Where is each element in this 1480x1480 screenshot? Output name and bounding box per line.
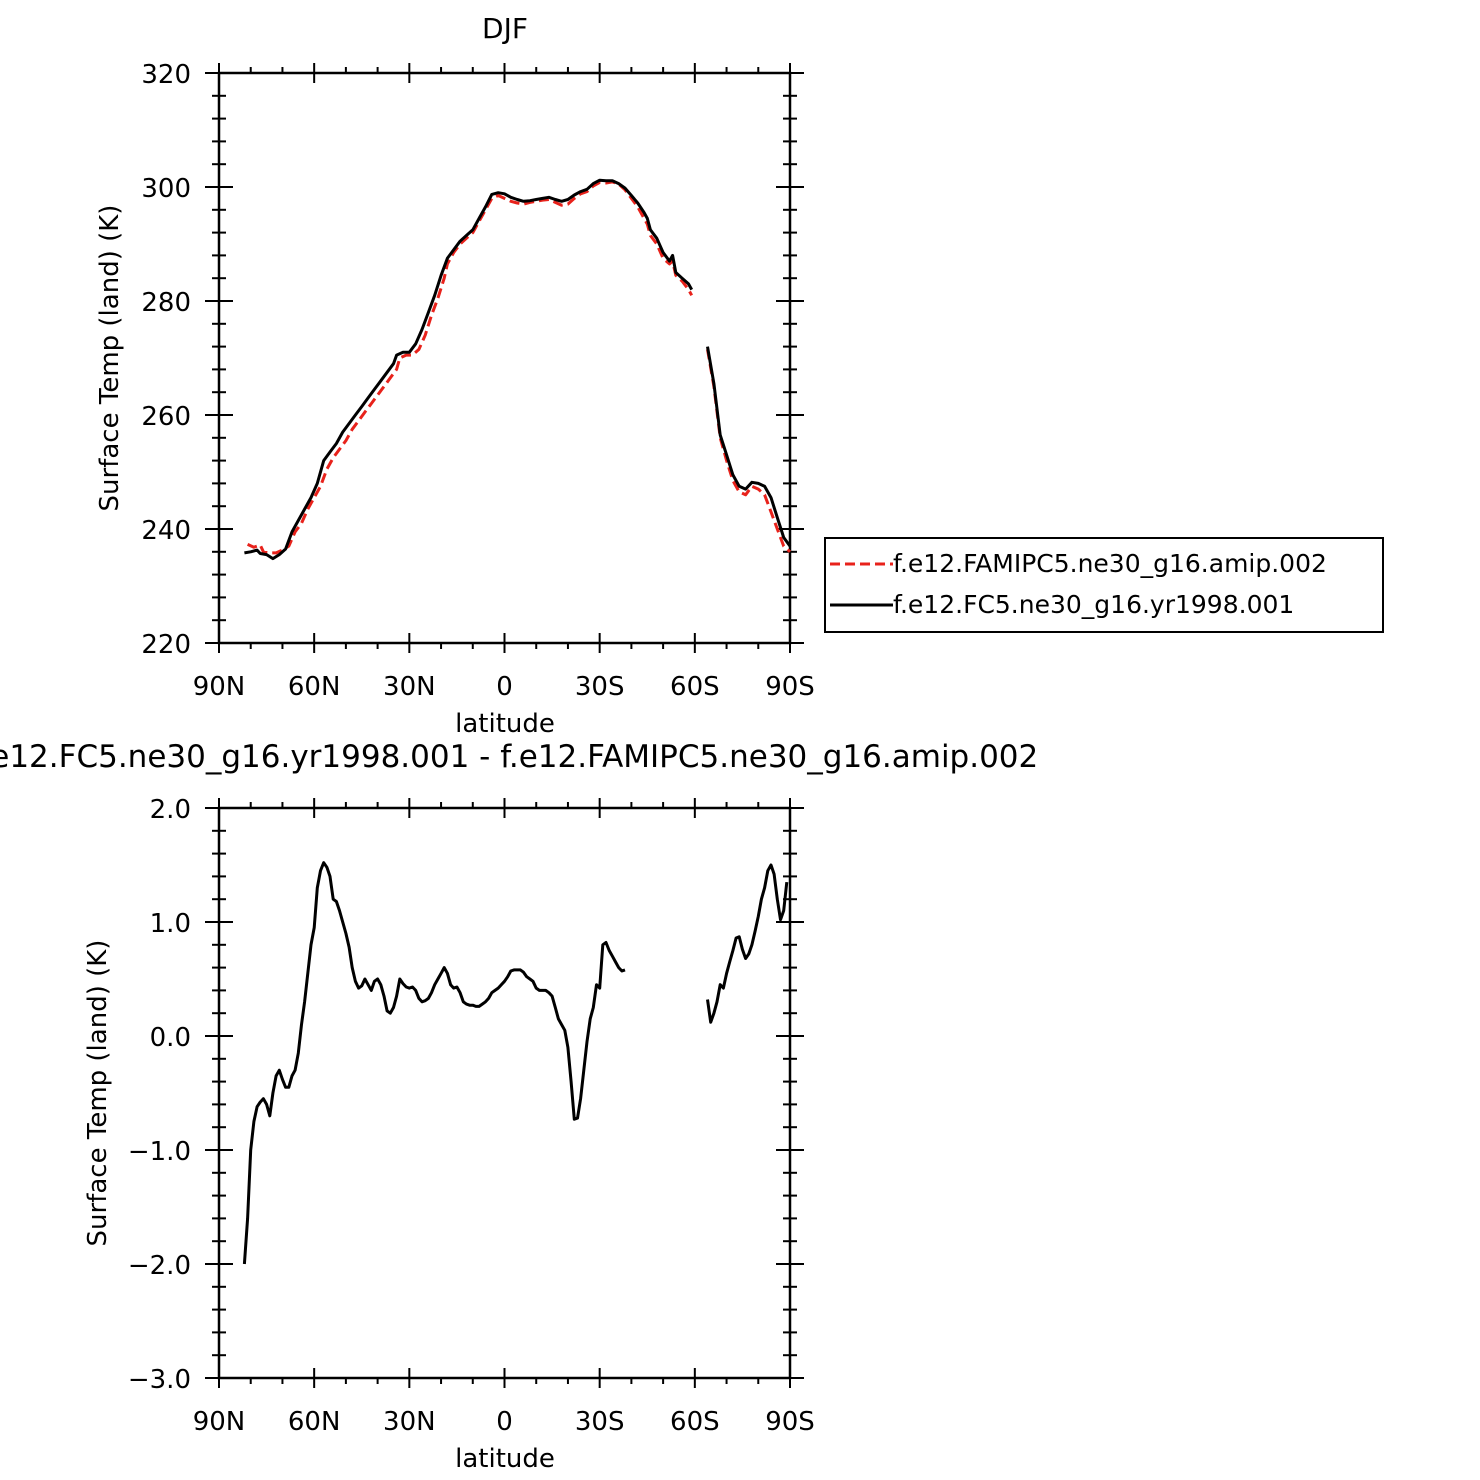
x-tick-label: 30N — [383, 1407, 436, 1437]
top-title: DJF — [482, 12, 528, 45]
fc5-series-line-segment-1 — [244, 178, 694, 561]
legend: f.e12.FAMIPC5.ne30_g16.amip.002 f.e12.FC… — [824, 537, 1384, 633]
top-plot-frame — [217, 71, 792, 645]
legend-label-amip: f.e12.FAMIPC5.ne30_g16.amip.002 — [893, 549, 1327, 578]
y-tick-label: 260 — [141, 402, 191, 432]
bottom-ticks: 90N 60N 30N 0 30S 60S 90S −3.0 −2.0 −1.0 0.0 1.0 2.0 — [128, 795, 815, 1437]
y-tick-label: 220 — [141, 630, 191, 660]
x-tick-label: 60N — [288, 1407, 341, 1437]
y-tick-label: 1.0 — [150, 909, 191, 939]
bottom-series-lines — [242, 861, 789, 1265]
difference-series-line-segment-2 — [706, 863, 789, 1024]
y-tick-label: −2.0 — [128, 1251, 191, 1281]
x-tick-label: 90S — [765, 672, 815, 702]
y-tick-label: 320 — [141, 60, 191, 90]
top-panel: DJF 90N 60N 30N 0 30S 60S 90S 220 240 260 280 300 32… — [95, 12, 815, 739]
bottom-title: f.e12.FC5.ne30_g16.yr1998.001 - f.e12.FA… — [0, 739, 1038, 775]
x-tick-label: 60N — [288, 672, 341, 702]
top-y-axis-label: Surface Temp (land) (K) — [95, 205, 125, 512]
x-tick-label: 30N — [383, 672, 436, 702]
y-tick-label: −3.0 — [128, 1365, 191, 1395]
x-tick-label: 0 — [496, 672, 513, 702]
y-tick-label: 0.0 — [150, 1023, 191, 1053]
top-ticks: 90N 60N 30N 0 30S 60S 90S 220 240 260 280 300 320 — [141, 60, 814, 702]
y-tick-label: 280 — [141, 288, 191, 318]
y-tick-label: 300 — [141, 174, 191, 204]
fc5-series-line-segment-2 — [706, 346, 792, 547]
x-tick-label: 60S — [670, 672, 720, 702]
y-tick-label: 2.0 — [150, 795, 191, 825]
legend-label-fc5: f.e12.FC5.ne30_g16.yr1998.001 — [893, 590, 1294, 619]
x-tick-label: 60S — [670, 1407, 720, 1437]
x-tick-label: 30S — [575, 1407, 625, 1437]
x-tick-label: 0 — [496, 1407, 513, 1437]
top-x-axis-label: latitude — [455, 709, 555, 739]
bottom-x-axis-label: latitude — [455, 1444, 555, 1474]
bottom-panel: f.e12.FC5.ne30_g16.yr1998.001 - f.e12.FA… — [0, 739, 1038, 1474]
y-tick-label: 240 — [141, 516, 191, 546]
x-tick-label: 90S — [765, 1407, 815, 1437]
amip-series-line-segment-1 — [246, 180, 694, 555]
bottom-y-axis-label: Surface Temp (land) (K) — [83, 940, 113, 1247]
legend-box — [824, 537, 1384, 633]
top-series-lines — [244, 178, 792, 561]
difference-series-line-segment-1 — [242, 861, 626, 1265]
x-tick-label: 90N — [193, 672, 246, 702]
y-tick-label: −1.0 — [128, 1137, 191, 1167]
x-tick-label: 90N — [193, 1407, 246, 1437]
x-tick-label: 30S — [575, 672, 625, 702]
bottom-plot-frame — [217, 806, 792, 1380]
